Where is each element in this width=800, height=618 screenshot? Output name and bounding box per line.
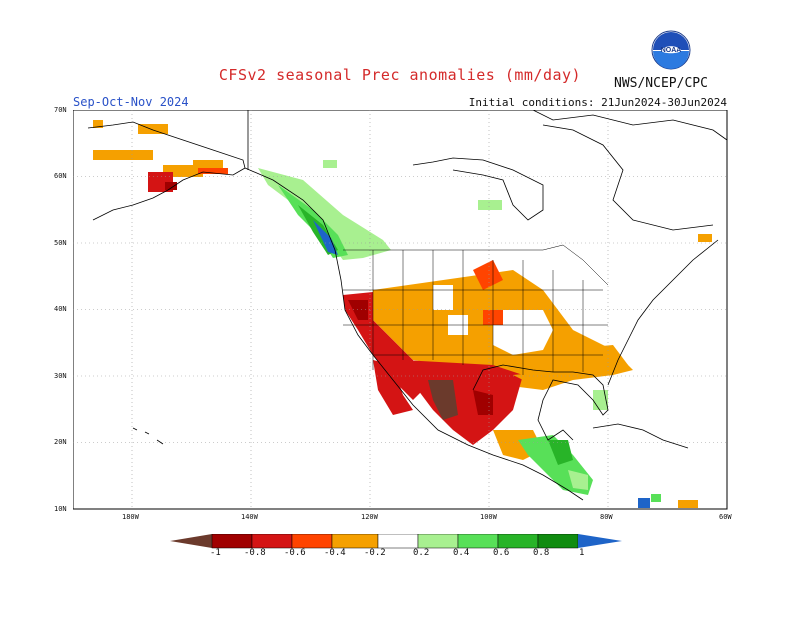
map-title: CFSv2 seasonal Prec anomalies (mm/day) bbox=[218, 66, 582, 84]
noaa-logo: NOAA bbox=[651, 30, 691, 70]
lat-label-40n: 40N bbox=[54, 305, 67, 313]
lon-label-140w: 140W bbox=[241, 513, 258, 521]
legend-swatch-04 bbox=[457, 534, 499, 549]
lat-label-70n: 70N bbox=[54, 106, 67, 114]
lon-label-80w: 80W bbox=[600, 513, 613, 521]
lat-label-50n: 50N bbox=[54, 239, 67, 247]
svg-text:NOAA: NOAA bbox=[661, 47, 682, 54]
legend-label-minus08: -0.8 bbox=[244, 548, 266, 558]
state-borders bbox=[343, 244, 609, 375]
legend-swatch-06 bbox=[497, 534, 539, 549]
legend-swatch-neutral bbox=[377, 534, 419, 549]
legend-label-1: 1 bbox=[579, 548, 585, 558]
legend-label-minus1: -1 bbox=[210, 548, 221, 558]
legend-label-minus06: -0.6 bbox=[284, 548, 306, 558]
lat-label-10n: 10N bbox=[54, 505, 67, 513]
legend-label-04: 0.4 bbox=[453, 548, 470, 558]
legend-label-minus04: -0.4 bbox=[324, 548, 346, 558]
legend-swatch-minus08 bbox=[251, 534, 293, 549]
anomaly-field bbox=[93, 120, 712, 508]
lat-label-60n: 60N bbox=[54, 172, 67, 180]
legend-label-08: 0.8 bbox=[533, 548, 550, 558]
legend-swatch-lt-minus1 bbox=[170, 534, 212, 548]
legend-swatch-gt1 bbox=[578, 534, 622, 548]
legend-swatch-minus06 bbox=[291, 534, 333, 549]
lat-label-30n: 30N bbox=[54, 372, 67, 380]
agency-label: NWS/NCEP/CPC bbox=[614, 76, 708, 91]
lon-label-120w: 120W bbox=[361, 513, 378, 521]
lon-label-100w: 100W bbox=[480, 513, 497, 521]
legend-label-02: 0.2 bbox=[413, 548, 430, 558]
legend-swatch-02 bbox=[417, 534, 459, 549]
forecast-period: Sep-Oct-Nov 2024 bbox=[73, 95, 189, 109]
legend-swatch-minus1 bbox=[211, 534, 253, 549]
legend-label-minus02: -0.2 bbox=[364, 548, 386, 558]
lat-label-20n: 20N bbox=[54, 438, 67, 446]
initial-conditions: Initial conditions: 21Jun2024-30Jun2024 bbox=[468, 96, 727, 109]
color-legend bbox=[170, 534, 622, 549]
lon-label-180w: 180W bbox=[122, 513, 139, 521]
lon-label-60w: 60W bbox=[719, 513, 732, 521]
lat-lon-grid bbox=[73, 110, 727, 509]
coastlines bbox=[87, 110, 728, 501]
legend-label-06: 0.6 bbox=[493, 548, 510, 558]
legend-swatch-minus04 bbox=[331, 534, 379, 549]
precip-anomaly-map bbox=[73, 110, 728, 510]
legend-swatch-08 bbox=[537, 534, 579, 549]
